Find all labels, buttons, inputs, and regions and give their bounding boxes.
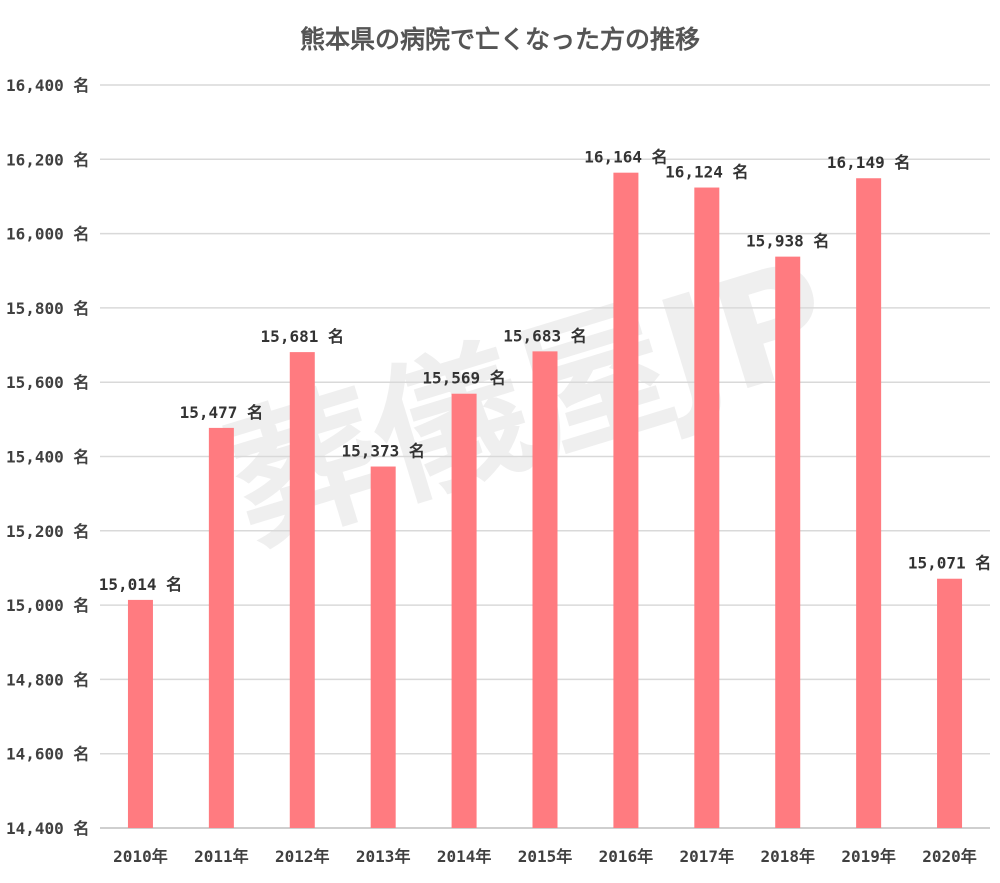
data-label: 15,569 名	[422, 369, 505, 388]
x-tick-label: 2010年	[113, 847, 168, 866]
x-tick-label: 2011年	[194, 847, 249, 866]
x-tick-label: 2020年	[922, 847, 977, 866]
bars	[127, 172, 963, 828]
data-label: 15,071 名	[908, 554, 991, 573]
x-tick-label: 2015年	[518, 847, 573, 866]
bar	[451, 393, 477, 828]
y-tick-label: 16,200 名	[6, 150, 89, 169]
data-label: 15,938 名	[746, 232, 829, 251]
data-label: 16,164 名	[584, 148, 667, 167]
y-tick-label: 14,600 名	[6, 745, 89, 764]
y-tick-label: 14,400 名	[6, 819, 89, 838]
bar	[208, 427, 234, 828]
data-label: 15,683 名	[503, 326, 586, 345]
x-tick-label: 2013年	[356, 847, 411, 866]
bar	[694, 187, 720, 828]
x-axis-tick-labels: 2010年 2011年 2012年 2013年 2014年 2015年 2016年 2017年…	[113, 847, 977, 866]
y-tick-label: 14,800 名	[6, 670, 89, 689]
bar	[532, 351, 558, 828]
x-tick-label: 2012年	[275, 847, 330, 866]
data-label: 15,014 名	[99, 575, 182, 594]
y-tick-label: 15,800 名	[6, 299, 89, 318]
y-tick-label: 16,400 名	[6, 76, 89, 95]
x-tick-label: 2017年	[680, 847, 735, 866]
data-labels: 15,014 名 15,477 名 15,681 名 15,373 名 15,569 名…	[99, 148, 992, 594]
data-label: 16,124 名	[665, 163, 748, 182]
x-tick-label: 2014年	[437, 847, 492, 866]
data-label: 16,149 名	[827, 153, 910, 172]
bar	[613, 172, 639, 828]
bar	[856, 178, 882, 828]
y-tick-label: 15,600 名	[6, 373, 89, 392]
bar	[775, 256, 801, 828]
x-tick-label: 2018年	[760, 847, 815, 866]
bar	[370, 466, 396, 828]
y-tick-label: 16,000 名	[6, 225, 89, 244]
data-label: 15,477 名	[180, 403, 263, 422]
y-tick-label: 15,200 名	[6, 522, 89, 541]
y-axis-tick-labels: 14,400 名 14,600 名 14,800 名 15,000 名 15,200 名…	[6, 76, 89, 838]
data-label: 15,681 名	[261, 327, 344, 346]
y-tick-label: 15,400 名	[6, 448, 89, 467]
x-tick-label: 2019年	[841, 847, 896, 866]
x-tick-label: 2016年	[599, 847, 654, 866]
bar	[937, 578, 963, 828]
data-label: 15,373 名	[341, 442, 424, 461]
bar	[289, 352, 315, 828]
y-tick-label: 15,000 名	[6, 596, 89, 615]
chart-title: 熊本県の病院で亡くなった方の推移	[300, 25, 700, 54]
bar	[127, 599, 153, 828]
